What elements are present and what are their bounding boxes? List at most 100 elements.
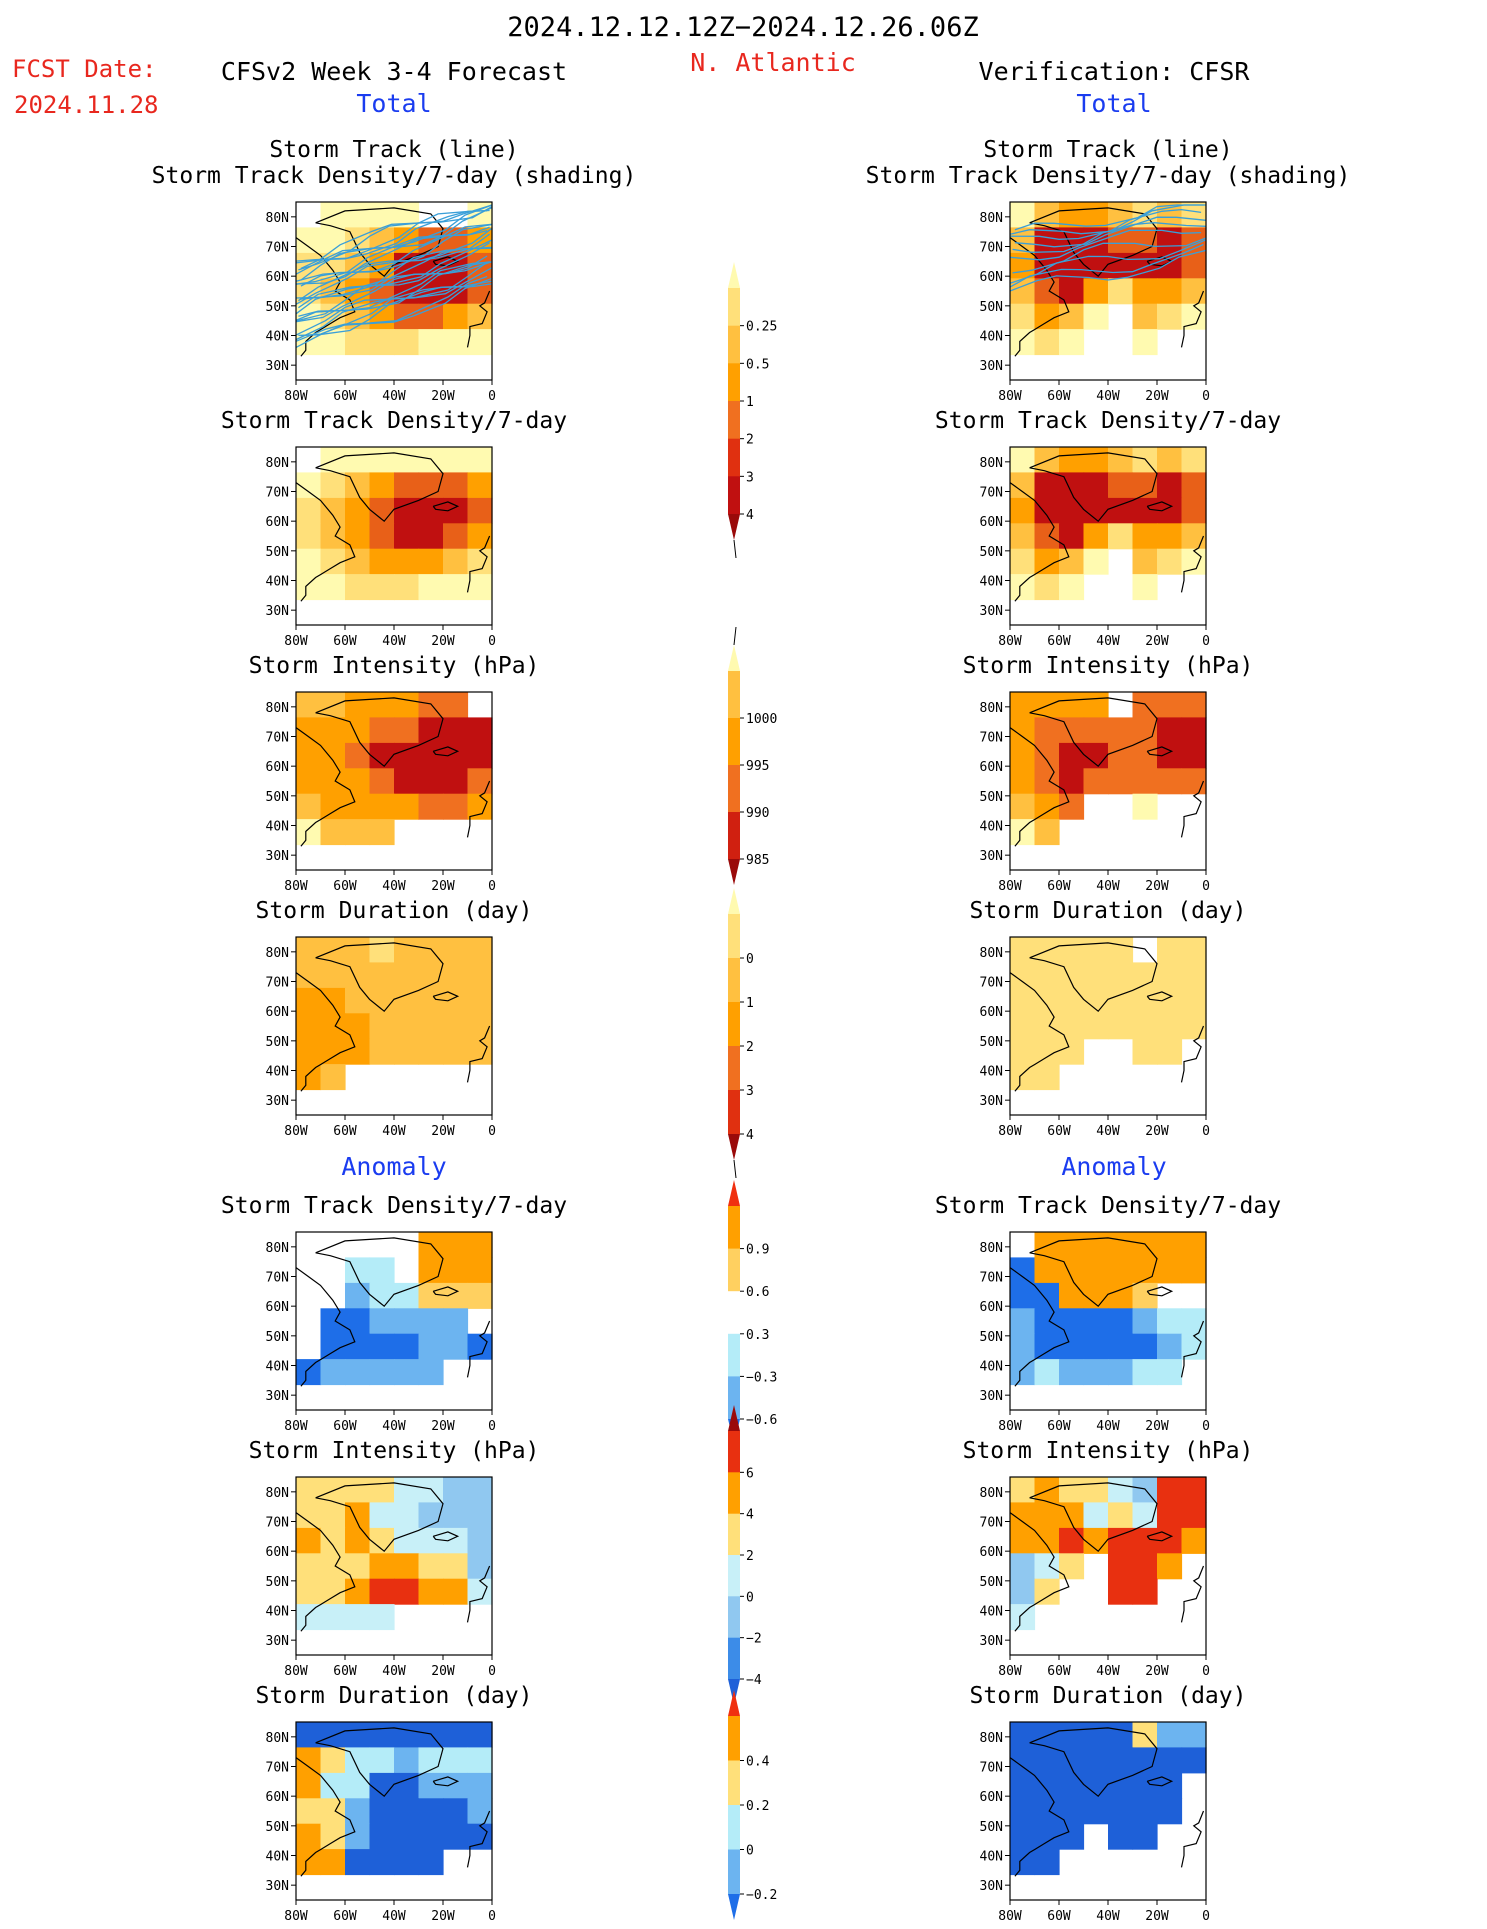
heatmap-cell xyxy=(296,1772,322,1799)
heatmap-cell xyxy=(467,1772,493,1799)
coastline xyxy=(1029,452,1158,523)
heatmap-cell xyxy=(369,1553,395,1580)
coastline xyxy=(315,1482,444,1553)
heatmap-cell xyxy=(1010,303,1036,330)
heatmap-cell xyxy=(345,742,371,769)
heatmap-cell xyxy=(320,1747,346,1774)
map-panel-r7: Storm Duration (day) 80N 70N 60N 50N 40N 30N 80… xyxy=(970,1683,1247,1924)
colorbar-label: 0.25 xyxy=(746,320,777,335)
panel-title: Storm Track Density/7-day (shading) xyxy=(152,163,637,189)
colorbar-label: 995 xyxy=(746,759,769,774)
heatmap-cell xyxy=(443,1722,469,1748)
heatmap-cell xyxy=(394,1747,420,1774)
heatmap-cell xyxy=(418,574,444,601)
lat-tick-label: 30N xyxy=(980,1634,1003,1649)
heatmap-cell xyxy=(1059,303,1085,330)
heatmap-cell xyxy=(369,937,395,963)
heatmap-cell xyxy=(369,1477,395,1503)
heatmap-cell xyxy=(443,303,469,330)
coastline xyxy=(1009,1267,1070,1387)
lat-tick-label: 80N xyxy=(266,701,289,716)
heatmap-cell xyxy=(1181,227,1207,254)
heatmap-cell xyxy=(467,1257,493,1284)
heatmap-cell xyxy=(345,523,371,550)
colorbar-label: 4 xyxy=(746,1128,754,1143)
panel-title: Storm Track Density/7-day (shading) xyxy=(866,163,1351,189)
coastline xyxy=(295,972,356,1092)
heatmap-cell xyxy=(320,768,346,795)
heatmap-cell xyxy=(369,472,395,499)
heatmap-cell xyxy=(320,692,346,718)
heatmap-cell xyxy=(1034,1013,1060,1040)
lat-tick-label: 80N xyxy=(980,1486,1003,1501)
heatmap-cell xyxy=(1010,1604,1036,1631)
heatmap-cell xyxy=(320,1013,346,1040)
heatmap-cell xyxy=(418,329,444,356)
panel-title: Storm Duration (day) xyxy=(970,898,1247,924)
heatmap-cell xyxy=(320,1849,346,1876)
coastline xyxy=(315,1727,444,1798)
lon-tick-label: 80W xyxy=(284,1419,308,1434)
lon-tick-label: 20W xyxy=(1145,1664,1169,1679)
heatmap-cell xyxy=(369,574,395,601)
storm-track-line xyxy=(295,260,493,323)
lon-tick-label: 80W xyxy=(284,1124,308,1139)
heatmap-cell xyxy=(394,1553,420,1580)
colorbar-segment xyxy=(728,1431,740,1473)
heatmap-cell xyxy=(1010,1553,1036,1580)
heatmap-cell xyxy=(345,1849,371,1876)
colorbar-label: 0.5 xyxy=(746,357,769,372)
heatmap-cell xyxy=(369,1308,395,1335)
panel-title: Storm Duration (day) xyxy=(256,898,533,924)
heatmap-cell xyxy=(1157,692,1183,718)
colorbar-bottom-arrow xyxy=(728,1894,740,1920)
lat-tick-label: 30N xyxy=(980,604,1003,619)
heatmap-cell xyxy=(418,987,444,1014)
heatmap-cell xyxy=(1157,1232,1183,1258)
heatmap-cell xyxy=(1010,523,1036,550)
heatmap-cell xyxy=(345,329,371,356)
storm-track-line xyxy=(1009,204,1204,235)
colorbar-segment xyxy=(728,438,740,477)
map-panel-l7: Storm Duration (day) 80N 70N 60N 50N 40N 30N 80… xyxy=(256,1683,533,1924)
lat-tick-label: 30N xyxy=(980,849,1003,864)
lon-tick-label: 80W xyxy=(284,634,308,649)
colorbar-segment xyxy=(728,401,740,440)
heatmap-cell xyxy=(296,574,322,601)
heatmap-cell xyxy=(1181,717,1207,744)
heatmap-cell xyxy=(1034,1772,1060,1799)
colorbar-tail xyxy=(733,626,737,646)
heatmap-cell xyxy=(1083,692,1109,718)
heatmap-cell xyxy=(1059,1798,1085,1825)
colorbar-label: 4 xyxy=(746,1508,754,1523)
lon-tick-label: 40W xyxy=(382,634,406,649)
colorbar-cb2: 1000 995 990 985 xyxy=(728,626,777,885)
heatmap-cell xyxy=(1157,768,1183,795)
lon-tick-label: 60W xyxy=(333,1909,357,1924)
storm-track-line xyxy=(298,227,493,302)
coastline xyxy=(315,1237,444,1308)
panel-title: Storm Duration (day) xyxy=(256,1683,533,1709)
heatmap-cell xyxy=(443,548,469,575)
heatmap-cell xyxy=(345,1722,371,1748)
heatmap-cell xyxy=(320,574,346,601)
coastline xyxy=(295,482,356,602)
heatmap-cell xyxy=(1010,793,1036,820)
heatmap-cell xyxy=(1034,1849,1060,1876)
lon-tick-label: 40W xyxy=(1096,1909,1120,1924)
lat-tick-label: 60N xyxy=(980,1300,1003,1315)
heatmap-cell xyxy=(467,962,493,989)
storm-track-line xyxy=(300,280,493,337)
heatmap-cell xyxy=(467,1553,493,1580)
colorbar-segment xyxy=(728,1206,740,1250)
heatmap-cell xyxy=(443,472,469,499)
coastline xyxy=(432,1286,460,1297)
heatmap-cell xyxy=(1181,472,1207,499)
heatmap-cell xyxy=(320,227,346,254)
colorbar-segment xyxy=(728,325,740,364)
heatmap-cell xyxy=(1083,548,1109,575)
heatmap-cell xyxy=(1181,497,1207,524)
heatmap-cell xyxy=(1034,1308,1060,1335)
colorbar-segment xyxy=(728,958,740,1003)
colorbar-tail xyxy=(733,1159,737,1179)
